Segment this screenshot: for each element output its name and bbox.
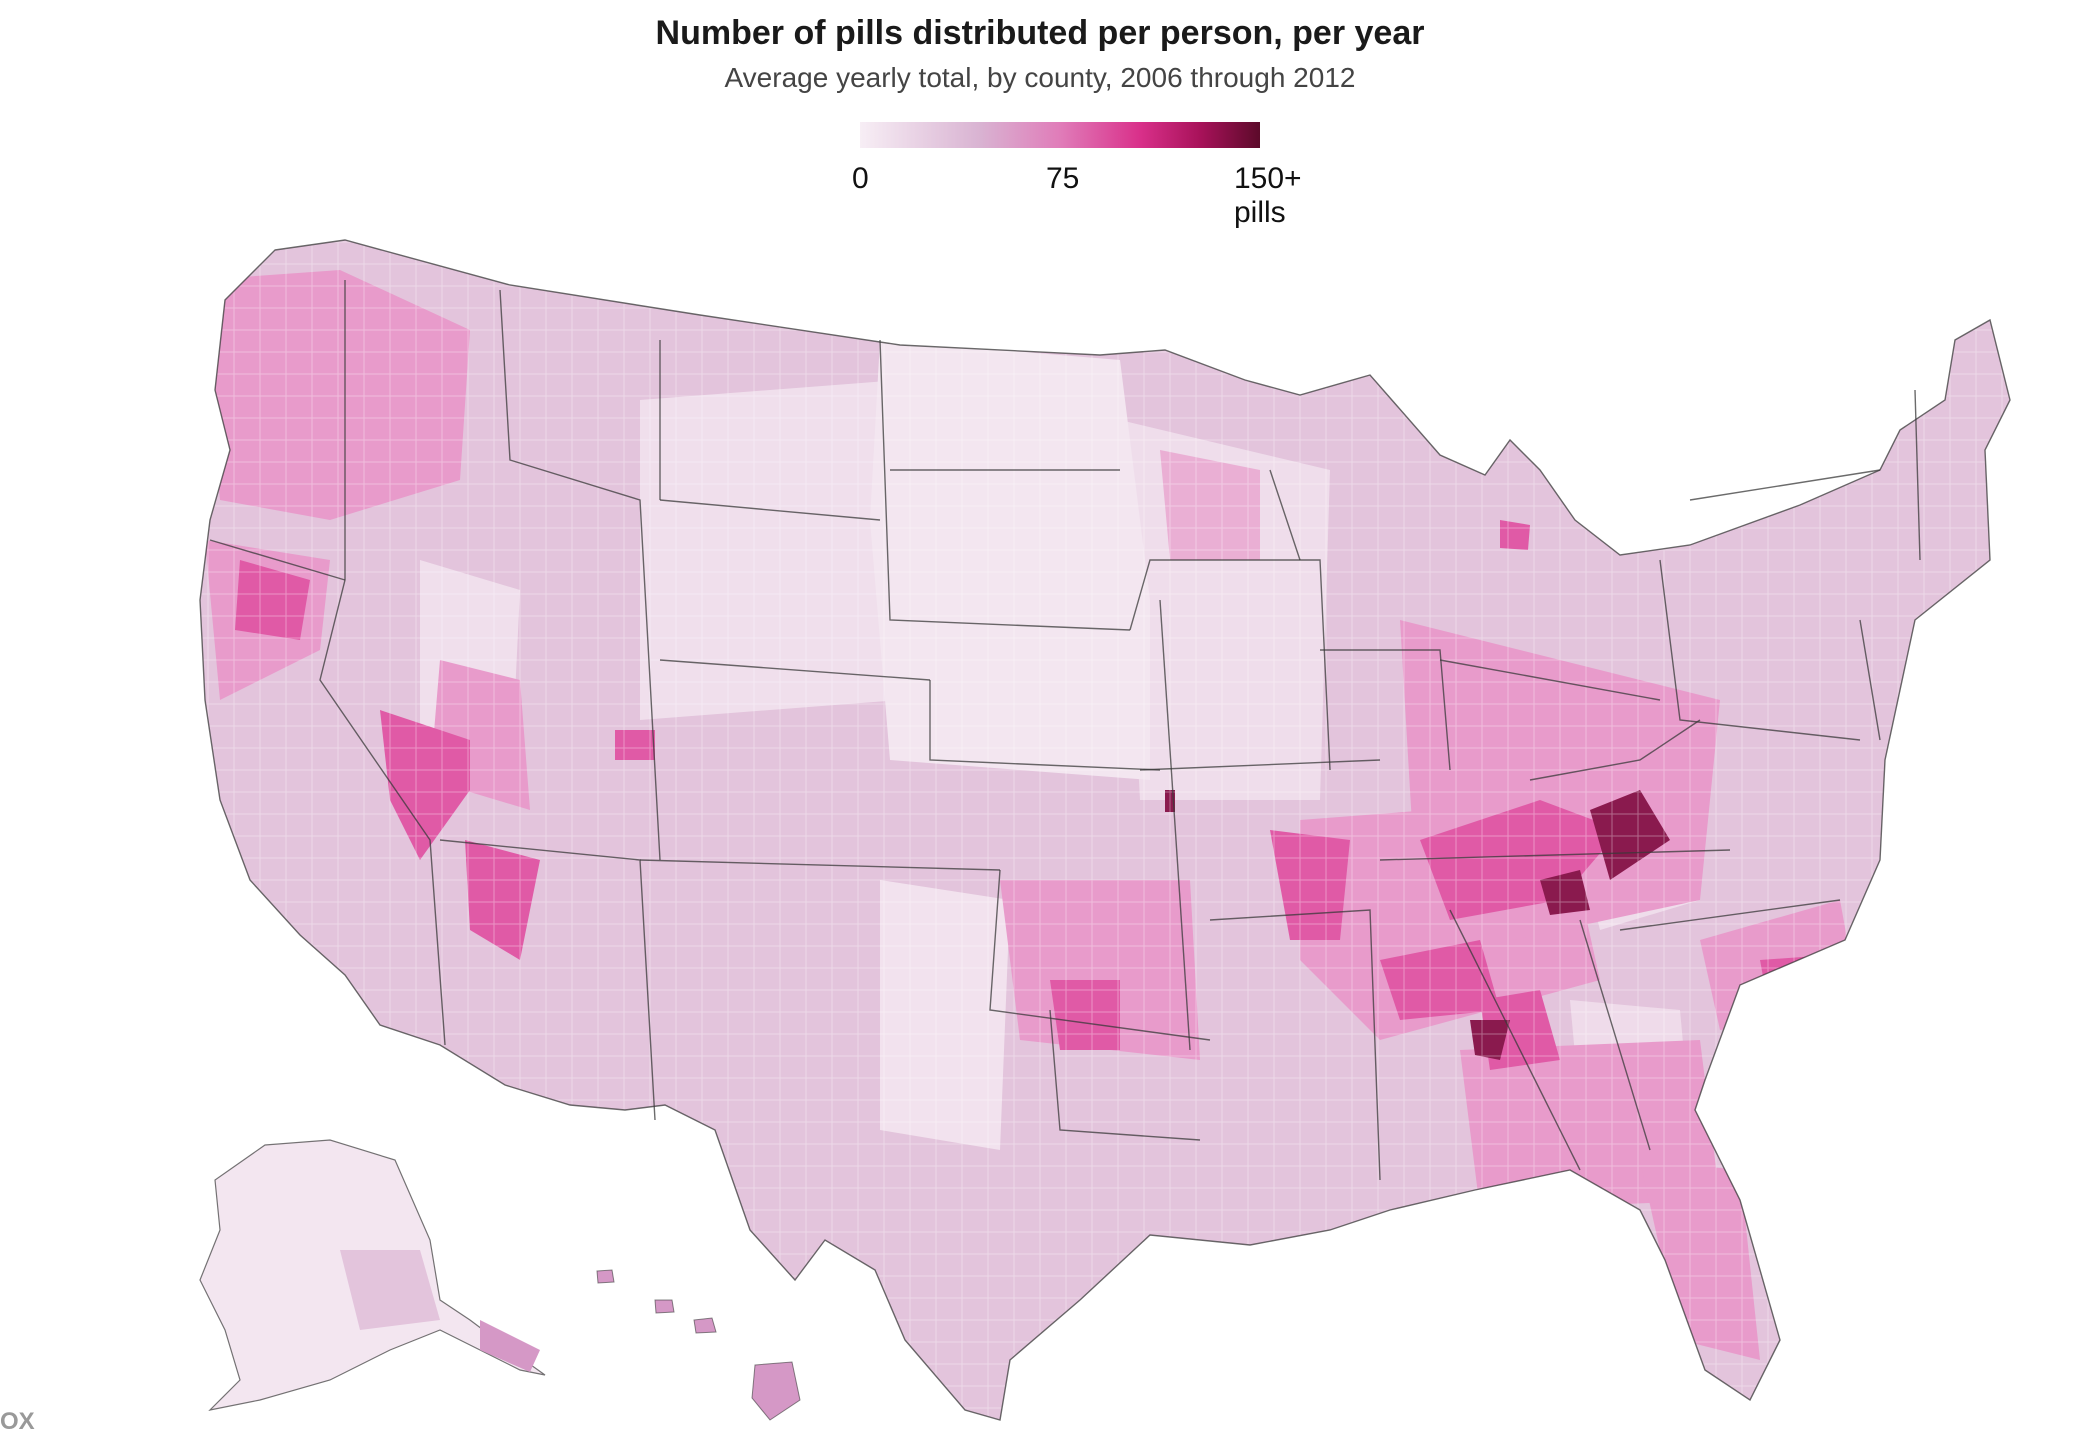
color-legend: 0 75 150+ pills [852, 122, 1302, 229]
map-title: Number of pills distributed per person, … [655, 14, 1425, 52]
legend-label-min: 0 [852, 162, 869, 195]
alaska [199, 1139, 546, 1411]
map-subtitle: Average yearly total, by county, 2006 th… [724, 62, 1356, 93]
state-borders [199, 239, 2011, 1421]
legend-label-mid: 75 [1046, 162, 1080, 195]
legend-label-max: 150+ pills [1234, 162, 1302, 229]
hawaii [596, 1269, 801, 1421]
lower48-region [200, 240, 2010, 1420]
watermark-logo: OX [0, 1408, 35, 1435]
legend-gradient-bar [860, 122, 1260, 148]
